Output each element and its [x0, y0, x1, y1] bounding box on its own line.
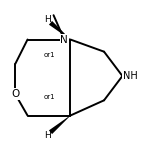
Text: H: H [44, 131, 51, 140]
Text: or1: or1 [43, 94, 55, 100]
Polygon shape [49, 115, 71, 134]
Text: or1: or1 [43, 52, 55, 58]
Polygon shape [49, 21, 71, 40]
Text: O: O [11, 89, 19, 99]
Text: N: N [60, 35, 68, 45]
Text: NH: NH [123, 71, 137, 81]
Text: H: H [44, 15, 51, 24]
